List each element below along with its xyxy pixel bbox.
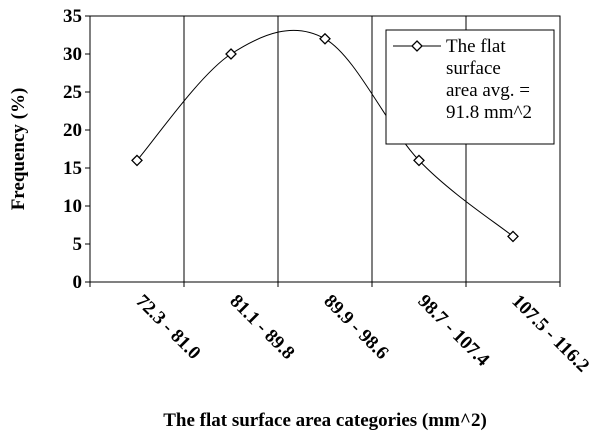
y-tick-label: 20 — [63, 120, 82, 141]
data-point-marker — [413, 154, 425, 167]
series-markers — [131, 32, 519, 243]
x-tick-label: 98.7 - 107.4 — [413, 291, 493, 371]
y-tick-label: 35 — [63, 6, 82, 27]
x-tick-label: 89.9 - 98.6 — [319, 291, 392, 364]
legend-label-line-2: surface — [446, 58, 501, 79]
y-tick-label: 0 — [73, 272, 83, 293]
y-tick-label: 25 — [63, 82, 82, 103]
y-tick-label: 5 — [73, 234, 83, 255]
y-tick-label: 30 — [63, 44, 82, 65]
data-point-marker — [131, 154, 143, 167]
y-axis-ticks: 0 5 10 15 20 25 30 35 — [63, 6, 90, 293]
x-tick-label: 107.5 - 116.2 — [507, 291, 593, 377]
plot-area-frame — [89, 15, 561, 283]
x-axis-ticks: 72.3 - 81.0 81.1 - 89.8 89.9 - 98.6 98.7 - … — [89, 282, 593, 377]
x-tick-label: 72.3 - 81.0 — [131, 291, 204, 364]
legend-box — [385, 29, 555, 145]
y-tick-label: 10 — [63, 196, 82, 217]
legend-label-line-1: The flat — [446, 36, 506, 57]
data-point-marker — [319, 32, 331, 45]
x-axis-title: The flat surface area categories (mm^2) — [163, 410, 487, 431]
legend-diamond-marker — [411, 40, 423, 52]
y-tick-label: 15 — [63, 158, 82, 179]
y-axis-title: Frequency (%) — [8, 88, 29, 211]
legend-label-line-4: 91.8 mm^2 — [446, 102, 532, 123]
legend-label-line-3: area avg. = — [446, 80, 530, 101]
x-tick-label: 81.1 - 89.8 — [225, 291, 298, 364]
data-point-marker — [225, 48, 237, 60]
legend: The flat surface area avg. = 91.8 mm^2 — [385, 29, 555, 145]
data-point-marker — [507, 230, 519, 243]
